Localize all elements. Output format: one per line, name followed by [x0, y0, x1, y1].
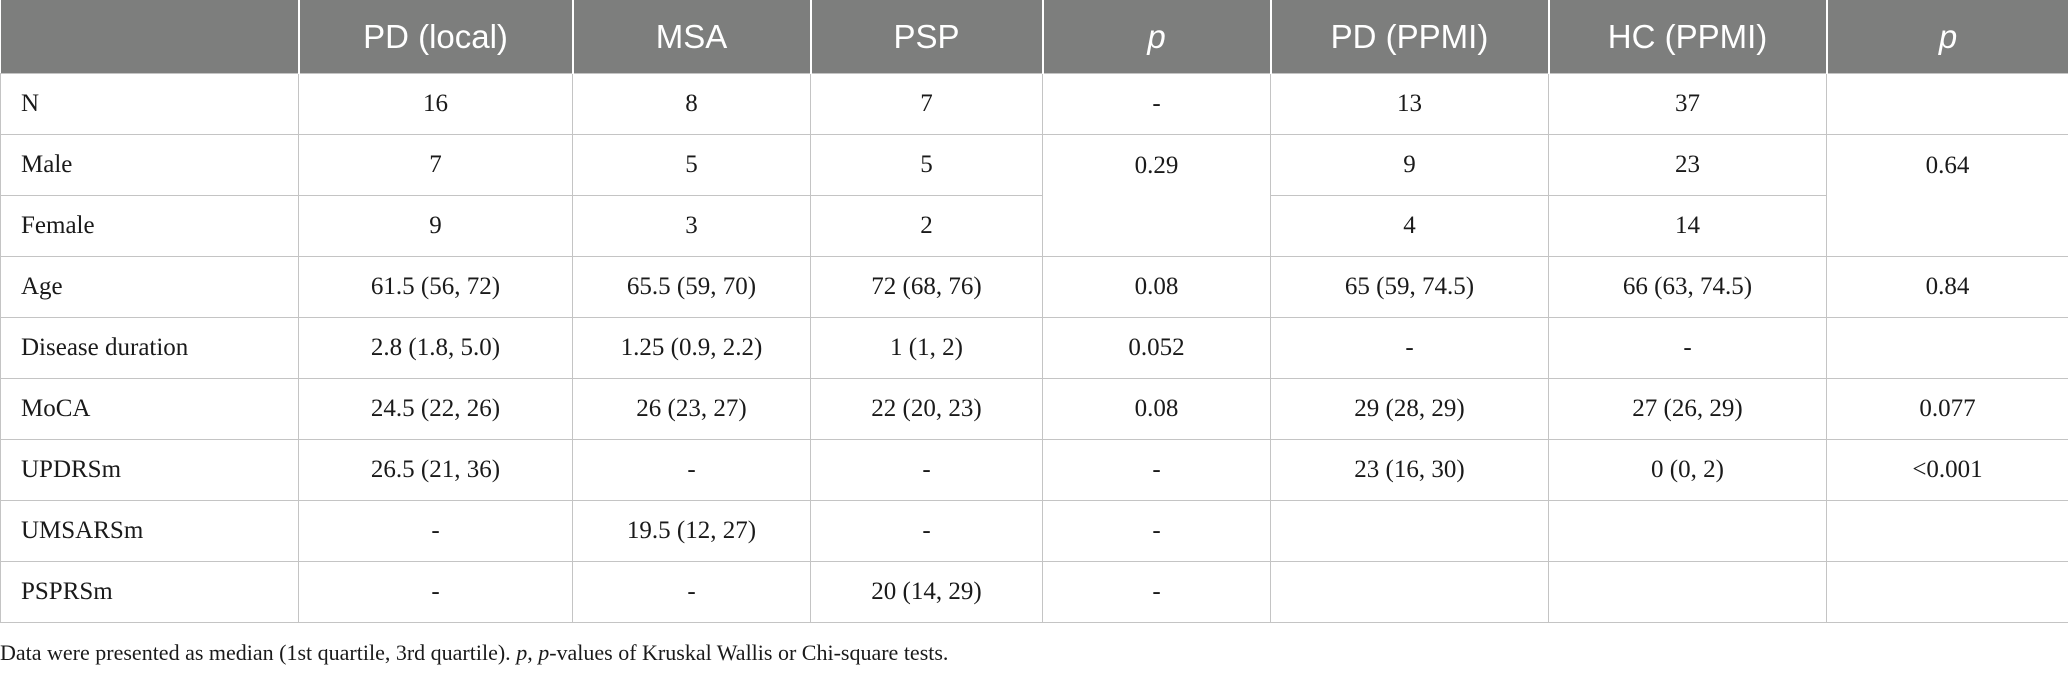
row-female: Female 9 3 2 4 14 — [0, 195, 2068, 257]
cell-moca-hc-ppmi: 27 (26, 29) — [1548, 378, 1827, 440]
cell-updrs-psp: - — [810, 439, 1043, 501]
header-pd-ppmi: PD (PPMI) — [1270, 0, 1550, 74]
table-footnote: Data were presented as median (1st quart… — [0, 640, 948, 666]
cell-moca-msa: 26 (23, 27) — [572, 378, 811, 440]
cell-duration-hc-ppmi: - — [1548, 317, 1827, 379]
cell-umsars-psp: - — [810, 500, 1043, 562]
cell-male-pd-ppmi: 9 — [1270, 134, 1549, 196]
cell-age-psp: 72 (68, 76) — [810, 256, 1043, 318]
cell-n-pd-ppmi: 13 — [1270, 73, 1549, 135]
cell-age-pd-ppmi: 65 (59, 74.5) — [1270, 256, 1549, 318]
footnote-lead: Data were presented as median (1st quart… — [0, 640, 517, 665]
cell-n-msa: 8 — [572, 73, 811, 135]
cell-male-pd-local: 7 — [298, 134, 573, 196]
row-label-age: Age — [0, 256, 299, 318]
row-label-n: N — [0, 73, 299, 135]
cell-duration-p2 — [1826, 317, 2068, 379]
cell-moca-pd-ppmi: 29 (28, 29) — [1270, 378, 1549, 440]
cell-female-pd-ppmi: 4 — [1270, 195, 1549, 257]
row-moca: MoCA 24.5 (22, 26) 26 (23, 27) 22 (20, 2… — [0, 378, 2068, 440]
cell-age-msa: 65.5 (59, 70) — [572, 256, 811, 318]
cell-female-hc-ppmi: 14 — [1548, 195, 1827, 257]
cell-psprs-msa: - — [572, 561, 811, 623]
row-umsarsm: UMSARSm - 19.5 (12, 27) - - — [0, 500, 2068, 562]
cell-duration-msa: 1.25 (0.9, 2.2) — [572, 317, 811, 379]
cell-duration-pd-local: 2.8 (1.8, 5.0) — [298, 317, 573, 379]
header-p-value-2: p — [1826, 0, 2068, 74]
cell-updrs-msa: - — [572, 439, 811, 501]
row-label-male: Male — [0, 134, 299, 196]
cell-psprs-pd-local: - — [298, 561, 573, 623]
cell-moca-psp: 22 (20, 23) — [810, 378, 1043, 440]
row-disease-duration: Disease duration 2.8 (1.8, 5.0) 1.25 (0.… — [0, 317, 2068, 379]
cell-female-pd-local: 9 — [298, 195, 573, 257]
cell-age-hc-ppmi: 66 (63, 74.5) — [1548, 256, 1827, 318]
cell-moca-p1: 0.08 — [1042, 378, 1271, 440]
cell-male-hc-ppmi: 23 — [1548, 134, 1827, 196]
header-blank — [0, 0, 300, 74]
cell-duration-pd-ppmi: - — [1270, 317, 1549, 379]
cell-moca-p2: 0.077 — [1826, 378, 2068, 440]
cell-male-msa: 5 — [572, 134, 811, 196]
cell-female-msa: 3 — [572, 195, 811, 257]
header-psp: PSP — [810, 0, 1044, 74]
cell-male-psp: 5 — [810, 134, 1043, 196]
row-psprsm: PSPRSm - - 20 (14, 29) - — [0, 561, 2068, 623]
cell-umsars-pd-ppmi — [1270, 500, 1549, 562]
row-label-updrsm: UPDRSm — [0, 439, 299, 501]
cell-umsars-p1: - — [1042, 500, 1271, 562]
cell-age-pd-local: 61.5 (56, 72) — [298, 256, 573, 318]
row-age: Age 61.5 (56, 72) 65.5 (59, 70) 72 (68, … — [0, 256, 2068, 318]
cell-moca-pd-local: 24.5 (22, 26) — [298, 378, 573, 440]
cell-umsars-hc-ppmi — [1548, 500, 1827, 562]
cell-umsars-msa: 19.5 (12, 27) — [572, 500, 811, 562]
cell-umsars-pd-local: - — [298, 500, 573, 562]
cell-age-p1: 0.08 — [1042, 256, 1271, 318]
row-label-female: Female — [0, 195, 299, 257]
row-label-umsarsm: UMSARSm — [0, 500, 299, 562]
cell-female-psp: 2 — [810, 195, 1043, 257]
cell-updrs-pd-ppmi: 23 (16, 30) — [1270, 439, 1549, 501]
cell-psprs-hc-ppmi — [1548, 561, 1827, 623]
cell-updrs-p1: - — [1042, 439, 1271, 501]
header-hc-ppmi: HC (PPMI) — [1548, 0, 1828, 74]
cell-n-p1: - — [1042, 73, 1271, 135]
row-n: N 16 8 7 - 13 37 — [0, 73, 2068, 135]
header-pd-local: PD (local) — [298, 0, 574, 74]
cell-duration-psp: 1 (1, 2) — [810, 317, 1043, 379]
cell-sex-p2: 0.64 — [1826, 134, 2068, 257]
header-p-value-1: p — [1042, 0, 1272, 74]
cell-umsars-p2 — [1826, 500, 2068, 562]
header-row: PD (local) MSA PSP p PD (PPMI) HC (PPMI)… — [0, 0, 2068, 74]
cell-psprs-psp: 20 (14, 29) — [810, 561, 1043, 623]
cell-updrs-pd-local: 26.5 (21, 36) — [298, 439, 573, 501]
cell-n-hc-ppmi: 37 — [1548, 73, 1827, 135]
row-male: Male 7 5 5 0.29 9 23 0.64 — [0, 134, 2068, 257]
row-label-psprsm: PSPRSm — [0, 561, 299, 623]
row-updrsm: UPDRSm 26.5 (21, 36) - - - 23 (16, 30) 0… — [0, 439, 2068, 501]
cell-duration-p1: 0.052 — [1042, 317, 1271, 379]
cell-updrs-p2: <0.001 — [1826, 439, 2068, 501]
cell-psprs-p1: - — [1042, 561, 1271, 623]
cell-n-p2 — [1826, 73, 2068, 135]
cell-age-p2: 0.84 — [1826, 256, 2068, 318]
row-label-disease-duration: Disease duration — [0, 317, 299, 379]
footnote-sep: , — [527, 640, 539, 665]
cell-psprs-p2 — [1826, 561, 2068, 623]
footnote-tail: -values of Kruskal Wallis or Chi-square … — [549, 640, 949, 665]
cell-sex-p1: 0.29 — [1042, 134, 1271, 257]
cell-n-psp: 7 — [810, 73, 1043, 135]
header-msa: MSA — [572, 0, 812, 74]
clinical-characteristics-table: PD (local) MSA PSP p PD (PPMI) HC (PPMI)… — [0, 0, 2068, 623]
footnote-p-symbol: p — [516, 640, 528, 665]
cell-updrs-hc-ppmi: 0 (0, 2) — [1548, 439, 1827, 501]
cell-psprs-pd-ppmi — [1270, 561, 1549, 623]
cell-n-pd-local: 16 — [298, 73, 573, 135]
footnote-p-values-symbol: p — [538, 640, 550, 665]
row-label-moca: MoCA — [0, 378, 299, 440]
